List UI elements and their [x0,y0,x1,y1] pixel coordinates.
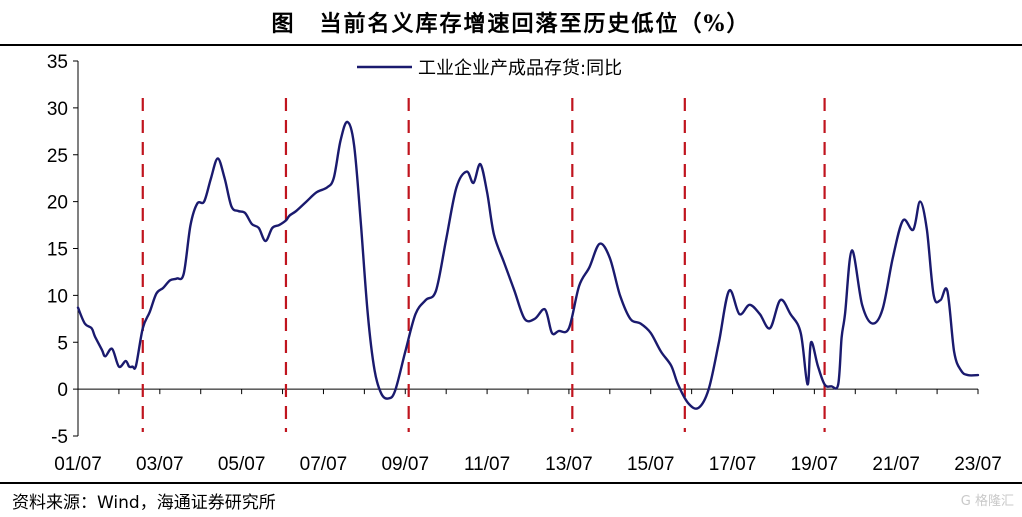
y-tick-label: 25 [47,146,68,167]
x-tick-label: 23/07 [954,454,1002,475]
x-tick-label: 13/07 [545,454,593,475]
x-tick-label: 01/07 [54,454,102,475]
x-tick-label: 11/07 [464,454,510,475]
x-tick-label: 05/07 [218,454,266,475]
x-tick-label: 19/07 [791,454,839,475]
source-note: 资料来源：Wind，海通证券研究所 [12,493,276,513]
watermark-logo: G 格隆汇 [960,494,1014,509]
chart-axes: -5 0 5 10 15 20 25 30 35 01/07 03/07 05/07 07/07 09/0… [47,52,1002,475]
line-chart: -5 0 5 10 15 20 25 30 35 01/07 03/07 05/07 07/07 09/0… [47,52,1002,475]
x-tick-label: 15/07 [627,454,675,475]
x-tick-label: 09/07 [381,454,429,475]
y-tick-label: 5 [57,333,68,354]
series-group [76,120,980,410]
y-tick-label: 10 [47,286,68,307]
y-tick-label: 30 [47,99,68,120]
series-line [76,120,980,410]
y-tick-label: 0 [57,380,68,401]
y-tick-label: -5 [51,427,68,448]
x-tick-label: 03/07 [136,454,184,475]
y-tick-label: 35 [47,52,68,73]
x-tick-label: 21/07 [872,454,920,475]
y-tick-label: 15 [47,240,68,261]
source-bar [0,482,1022,517]
x-tick-label: 07/07 [300,454,348,475]
x-tick-label: 17/07 [709,454,757,475]
chart-title: 图 当前名义库存增速回落至历史低位（%） [271,11,751,37]
legend: 工业企业产成品存货:同比 [357,58,622,79]
vertical-markers [141,98,826,432]
legend-label: 工业企业产成品存货:同比 [418,58,622,79]
y-tick-label: 20 [47,193,68,214]
title-bar [0,0,1022,46]
